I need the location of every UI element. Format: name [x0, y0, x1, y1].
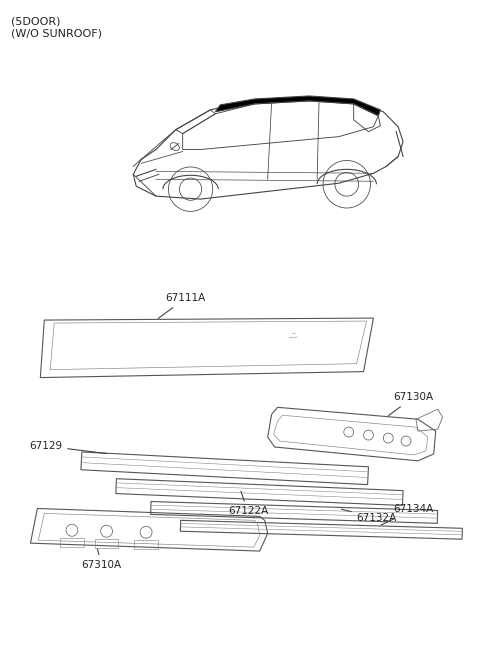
Text: 67132A: 67132A: [342, 509, 397, 523]
Text: 67134A: 67134A: [381, 504, 433, 525]
Text: (W/O SUNROOF): (W/O SUNROOF): [11, 29, 102, 39]
Text: 67129: 67129: [29, 441, 107, 453]
Text: 67310A: 67310A: [82, 549, 122, 570]
Text: 67130A: 67130A: [388, 392, 433, 415]
Text: 67111A: 67111A: [158, 293, 206, 318]
Text: 67122A: 67122A: [228, 491, 268, 517]
Text: (5DOOR): (5DOOR): [11, 16, 60, 27]
Polygon shape: [216, 96, 380, 116]
